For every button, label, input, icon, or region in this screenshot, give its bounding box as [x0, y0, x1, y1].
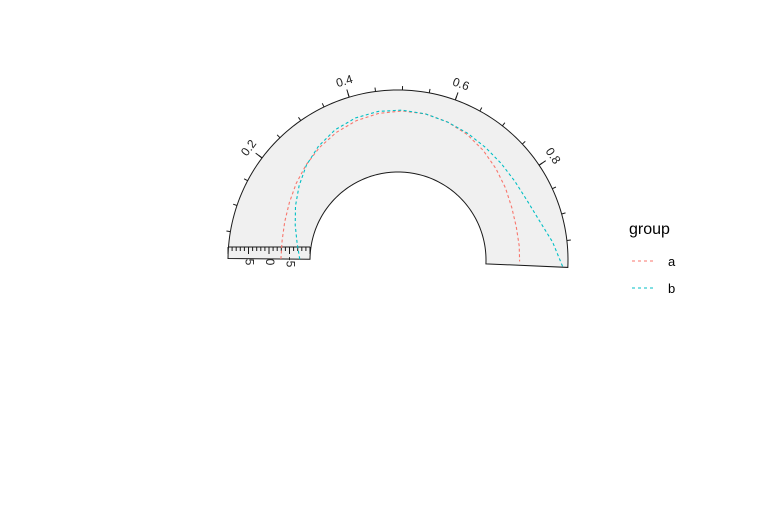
theta-minor-tick	[561, 212, 566, 215]
series-line-b	[294, 109, 564, 268]
theta-major-tick	[454, 92, 459, 101]
legend-label-b: b	[668, 281, 675, 296]
theta-minor-tick	[321, 103, 325, 108]
series-layer	[280, 109, 564, 268]
radial-tick-label: 5	[242, 259, 256, 266]
theta-minor-tick	[479, 107, 483, 112]
theta-minor-tick	[502, 122, 506, 127]
panel-background	[227, 89, 569, 268]
theta-minor-tick	[428, 88, 431, 93]
theta-minor-tick	[521, 140, 526, 145]
theta-tick-label: 0.6	[451, 75, 472, 94]
theta-major-tick	[538, 160, 547, 166]
theta-minor-tick	[552, 186, 557, 190]
theta-tick-label: 0.4	[334, 72, 354, 90]
theta-major-tick	[255, 152, 263, 159]
theta-minor-tick	[226, 230, 231, 233]
theta-minor-tick	[276, 134, 281, 139]
radial-tick-label: 0	[263, 259, 277, 266]
theta-tick-label: 0.8	[543, 145, 564, 167]
theta-tick-label: 0.2	[238, 137, 259, 159]
theta-minor-tick	[243, 178, 248, 182]
legend-label-a: a	[668, 254, 676, 269]
radial-tick-label: -5	[283, 257, 297, 268]
legend: group ab	[629, 221, 676, 296]
legend-items: ab	[632, 254, 676, 296]
theta-minor-tick	[233, 203, 238, 206]
series-line-a	[280, 110, 521, 262]
legend-title: group	[629, 221, 670, 238]
theta-major-tick	[346, 89, 350, 98]
theta-minor-tick	[374, 87, 377, 92]
theta-minor-tick	[298, 117, 302, 121]
